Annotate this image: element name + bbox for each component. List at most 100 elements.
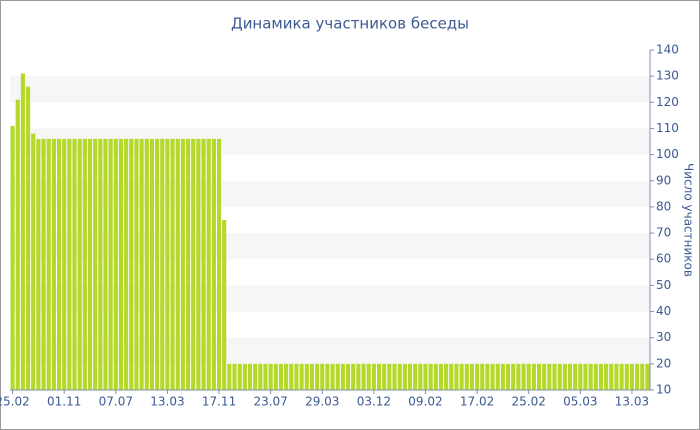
x-tick-label: 13.03: [150, 395, 184, 409]
bar: [573, 363, 578, 390]
y-tick-label: 40: [656, 304, 671, 318]
x-tick-label: 13.03: [615, 395, 649, 409]
bar: [624, 363, 629, 390]
bar: [247, 363, 253, 390]
bar: [407, 363, 413, 390]
bar: [562, 363, 567, 390]
bar: [72, 138, 77, 390]
bar: [542, 363, 547, 390]
x-tick-label: 05.03: [563, 395, 597, 409]
y-tick-label: 130: [656, 69, 679, 83]
grid-band: [10, 76, 650, 103]
bar: [418, 363, 423, 390]
bar: [480, 363, 485, 390]
bar: [619, 363, 624, 390]
bar: [459, 363, 464, 390]
x-tick-label: 25.02: [0, 395, 30, 409]
bar: [645, 363, 650, 390]
bar: [330, 363, 335, 390]
bar: [31, 133, 36, 390]
bar: [304, 363, 309, 390]
bar: [134, 138, 139, 390]
y-tick-label: 70: [656, 226, 671, 240]
bar: [335, 363, 340, 390]
bar: [500, 363, 505, 390]
bar: [263, 363, 268, 390]
bar: [62, 138, 67, 390]
bar: [614, 363, 619, 390]
bar: [232, 363, 237, 390]
bar: [144, 138, 149, 390]
bar: [598, 363, 604, 390]
bar: [46, 138, 51, 390]
bar: [41, 138, 46, 390]
x-tick-label: 17.11: [202, 395, 236, 409]
bar: [175, 138, 180, 390]
bar: [485, 363, 490, 390]
bar: [278, 363, 284, 390]
bar: [36, 138, 41, 390]
bar: [505, 363, 511, 390]
bar: [325, 363, 330, 390]
bar: [56, 138, 62, 390]
bar: [98, 138, 103, 390]
bar: [552, 363, 557, 390]
bar: [284, 363, 289, 390]
bar: [258, 363, 263, 390]
bar: [392, 363, 397, 390]
bar: [289, 363, 294, 390]
y-tick-label: 60: [656, 252, 671, 266]
bar: [273, 363, 278, 390]
bar: [196, 138, 201, 390]
bar: [511, 363, 516, 390]
bar: [180, 138, 185, 390]
bar: [294, 363, 299, 390]
bar: [387, 363, 392, 390]
bar: [139, 138, 144, 390]
bar: [449, 363, 454, 390]
bar: [640, 363, 645, 390]
bar: [609, 363, 614, 390]
bar: [10, 125, 15, 390]
bar: [438, 363, 444, 390]
bar: [567, 363, 573, 390]
bar: [490, 363, 495, 390]
bar: [536, 363, 542, 390]
bar: [315, 363, 320, 390]
bar: [320, 363, 325, 390]
bar: [402, 363, 407, 390]
y-tick-label: 120: [656, 95, 679, 109]
bar: [108, 138, 113, 390]
bar: [227, 363, 232, 390]
bar: [340, 363, 345, 390]
bar: [351, 363, 356, 390]
bar: [129, 138, 134, 390]
x-tick-label: 17.02: [460, 395, 494, 409]
bar: [413, 363, 418, 390]
bar: [103, 138, 108, 390]
y-tick-label: 50: [656, 278, 671, 292]
bar: [222, 220, 227, 390]
bar: [629, 363, 635, 390]
bar: [495, 363, 500, 390]
bar: [361, 363, 366, 390]
bar: [583, 363, 588, 390]
bar: [77, 138, 82, 390]
bar: [149, 138, 155, 390]
bar: [51, 138, 56, 390]
bar: [93, 138, 98, 390]
x-tick-label: 07.07: [99, 395, 133, 409]
bar: [118, 138, 124, 390]
bar: [433, 363, 438, 390]
bar: [531, 363, 536, 390]
x-tick-label: 25.02: [512, 395, 546, 409]
bar: [366, 363, 371, 390]
bar: [87, 138, 93, 390]
bar: [604, 363, 609, 390]
bar: [444, 363, 449, 390]
y-tick-label: 110: [656, 121, 679, 135]
bar: [423, 363, 428, 390]
bar: [268, 363, 273, 390]
